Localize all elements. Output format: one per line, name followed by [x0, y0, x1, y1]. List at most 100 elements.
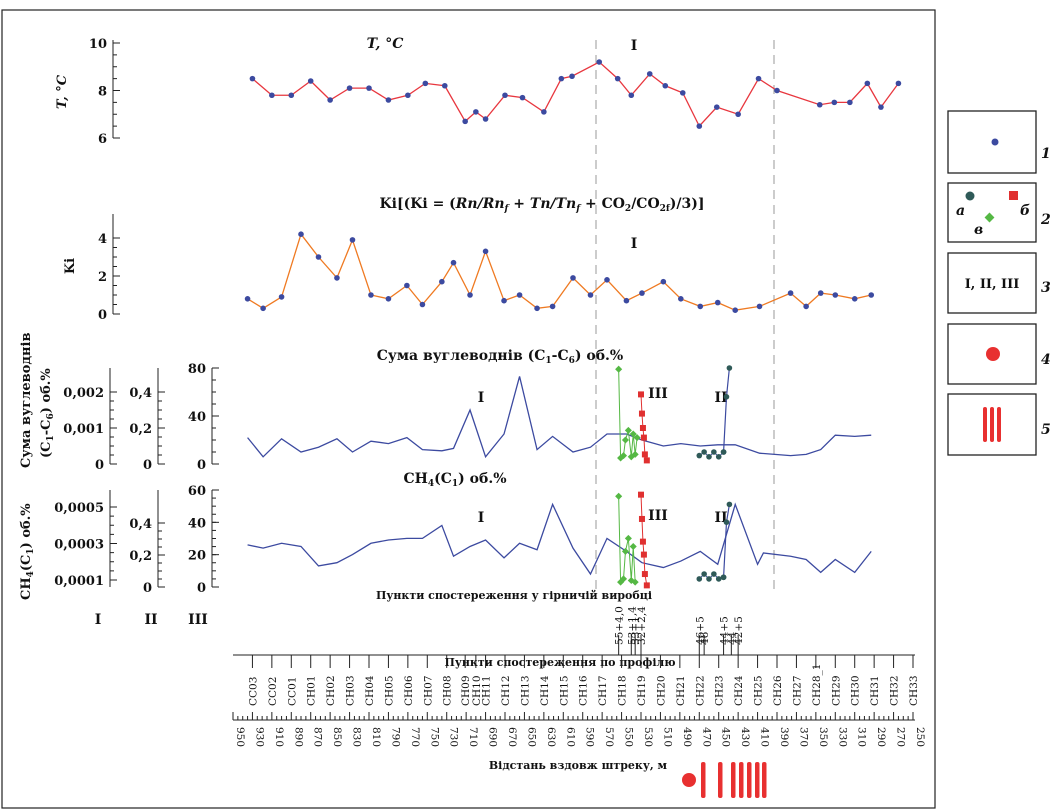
ki-point — [714, 299, 721, 306]
ch4-green-point — [615, 492, 623, 500]
profile-point-label: CH04 — [364, 675, 376, 706]
distance-tick-label: 270 — [895, 727, 907, 747]
profile-point-label: CH10 — [471, 675, 483, 706]
profile-point-label: CH26 — [772, 675, 784, 706]
distance-tick-label: 330 — [836, 727, 848, 747]
mine-points-title: Пункти спостереження у гірничій виробці — [376, 589, 652, 602]
ki-point — [315, 254, 322, 260]
mine-point-label: 55+4,0 — [614, 606, 626, 645]
profile-point-label: CH20 — [655, 675, 667, 706]
profile-point-label: CH13 — [519, 675, 531, 706]
ch4-dark-point — [715, 576, 722, 582]
temperature-point — [441, 82, 448, 89]
distance-ticks: 950 930 910 890 870 850 830 810 790 770 750 730 710 6… — [232, 712, 926, 747]
hc-rise-point — [726, 365, 733, 371]
hc-iii-tick-label: 80 — [188, 362, 206, 377]
ch4-dark-point — [711, 571, 717, 577]
temperature-point — [462, 118, 468, 125]
legend-number-3: 3 — [1041, 280, 1050, 296]
temperature-point — [327, 97, 333, 103]
ki-panel: 4 2 0 Ki Ki[(Ki = (Rn/Rnf + Tn/Tnf + CO2/C… — [63, 196, 875, 323]
ki-point — [404, 282, 410, 289]
mine-point-label: 44 — [726, 631, 738, 645]
temperature-point — [679, 90, 686, 96]
ch4-rise-point — [726, 501, 733, 508]
ch4-line — [247, 502, 872, 576]
ch4-title: CH4(C1) об.% — [403, 471, 506, 489]
hc-i-tick-label: 0 — [95, 458, 104, 473]
ki-point — [501, 297, 507, 304]
axis-label-ii: II — [144, 612, 157, 628]
mine-point-label: 53+1 — [630, 616, 642, 645]
distance-tick-label: 290 — [875, 727, 887, 747]
distance-tick-label: 490 — [681, 727, 693, 747]
hc-green-line — [618, 369, 638, 460]
profile-point-label: CH33 — [908, 675, 920, 706]
profile-point-label: CH01 — [306, 675, 318, 706]
hc-red-point — [638, 391, 644, 398]
legend-red-dot-icon — [986, 347, 1000, 361]
ki-line — [247, 232, 872, 311]
temperature-y-label: T, °C — [55, 74, 70, 109]
legend-box-3 — [947, 252, 1037, 314]
distance-tick-label: 630 — [545, 727, 557, 747]
temperature-point — [346, 85, 353, 91]
ki-point — [570, 275, 576, 281]
legend-letter-b: б — [1020, 203, 1030, 219]
ki-point — [623, 297, 630, 304]
temperature-point — [646, 71, 653, 77]
hc-i-tick-label: 0,001 — [63, 422, 104, 437]
distance-tick-label: 430 — [739, 727, 751, 747]
ki-point — [419, 301, 426, 308]
distance-tick-label: 450 — [720, 727, 732, 747]
temperature-point — [596, 59, 603, 65]
ki-point — [678, 296, 684, 302]
temperature-point — [614, 75, 621, 82]
distance-tick-label: 550 — [623, 727, 635, 747]
hc-zone-label-ii: II — [714, 390, 727, 406]
hc-red-point — [640, 434, 647, 441]
hc-iii-tick-label: 40 — [188, 410, 206, 425]
bottom-red-bar — [739, 762, 744, 798]
hc-iii-tick-label: 0 — [197, 458, 206, 473]
ki-y-label: Ki — [63, 258, 78, 274]
profile-point-label: CH28_1 — [811, 664, 823, 706]
temperature-point — [473, 109, 479, 115]
temperature-point — [519, 94, 526, 101]
profile-point-label: CH12 — [500, 675, 512, 706]
distance-tick-label: 870 — [312, 727, 324, 747]
bottom-red-bar — [701, 762, 706, 798]
temperature-tick-label: 10 — [89, 37, 107, 52]
ch4-zone-label-i: I — [478, 510, 485, 526]
hc-rise-line — [722, 367, 730, 453]
profile-point-label: CH29 — [830, 675, 842, 706]
hc-dark-point — [706, 454, 712, 460]
mine-point-label: 44+5 — [719, 616, 731, 645]
ch4-ii-tick-label: 0,4 — [129, 517, 152, 532]
ki-point — [732, 307, 739, 314]
ch4-red-point — [638, 491, 644, 498]
ch4-ii-tick-label: 0 — [143, 581, 152, 596]
ch4-red-point — [641, 571, 648, 578]
distance-tick-label: 250 — [914, 727, 926, 747]
figure-frame — [1, 9, 936, 809]
temperature-point — [774, 87, 780, 94]
distance-tick-label: 730 — [448, 727, 460, 747]
distance-tick-label: 530 — [642, 727, 654, 747]
ki-point — [639, 290, 645, 296]
distance-tick-label: 690 — [487, 727, 499, 747]
temperature-point — [569, 73, 575, 80]
ki-tick-label: 2 — [98, 270, 107, 285]
ki-point — [244, 296, 251, 302]
ki-point — [851, 296, 858, 302]
temperature-point — [628, 92, 635, 99]
ch4-iii-tick-label: 60 — [188, 484, 206, 499]
methane-panel: 60 40 20 0 0,4 0,2 0 0,0005 0,0003 0,0001 CH4(C1)… — [19, 471, 872, 600]
mine-point-label: 32+2,4 — [636, 606, 648, 645]
profile-point-label: CH03 — [345, 675, 357, 706]
distance-axis-label: Відстань вздовж штреку, м — [489, 759, 668, 772]
legend-letter-a: а — [956, 203, 965, 219]
ki-title: Ki[(Ki = (Rn/Rnf + Tn/Tnf + CO2/CO2f)/3)… — [379, 196, 704, 214]
distance-tick-label: 470 — [700, 727, 712, 747]
